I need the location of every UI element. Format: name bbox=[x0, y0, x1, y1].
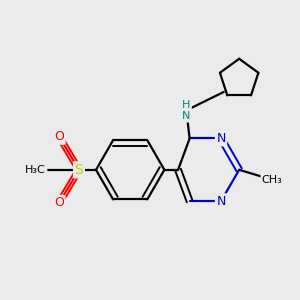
Text: CH₃: CH₃ bbox=[262, 175, 283, 185]
Text: H₃C: H₃C bbox=[25, 165, 46, 175]
Text: O: O bbox=[54, 196, 64, 209]
Text: H
N: H N bbox=[182, 100, 190, 121]
Text: S: S bbox=[75, 163, 83, 177]
Text: O: O bbox=[54, 130, 64, 143]
Text: N: N bbox=[216, 195, 226, 208]
Text: N: N bbox=[216, 132, 226, 145]
